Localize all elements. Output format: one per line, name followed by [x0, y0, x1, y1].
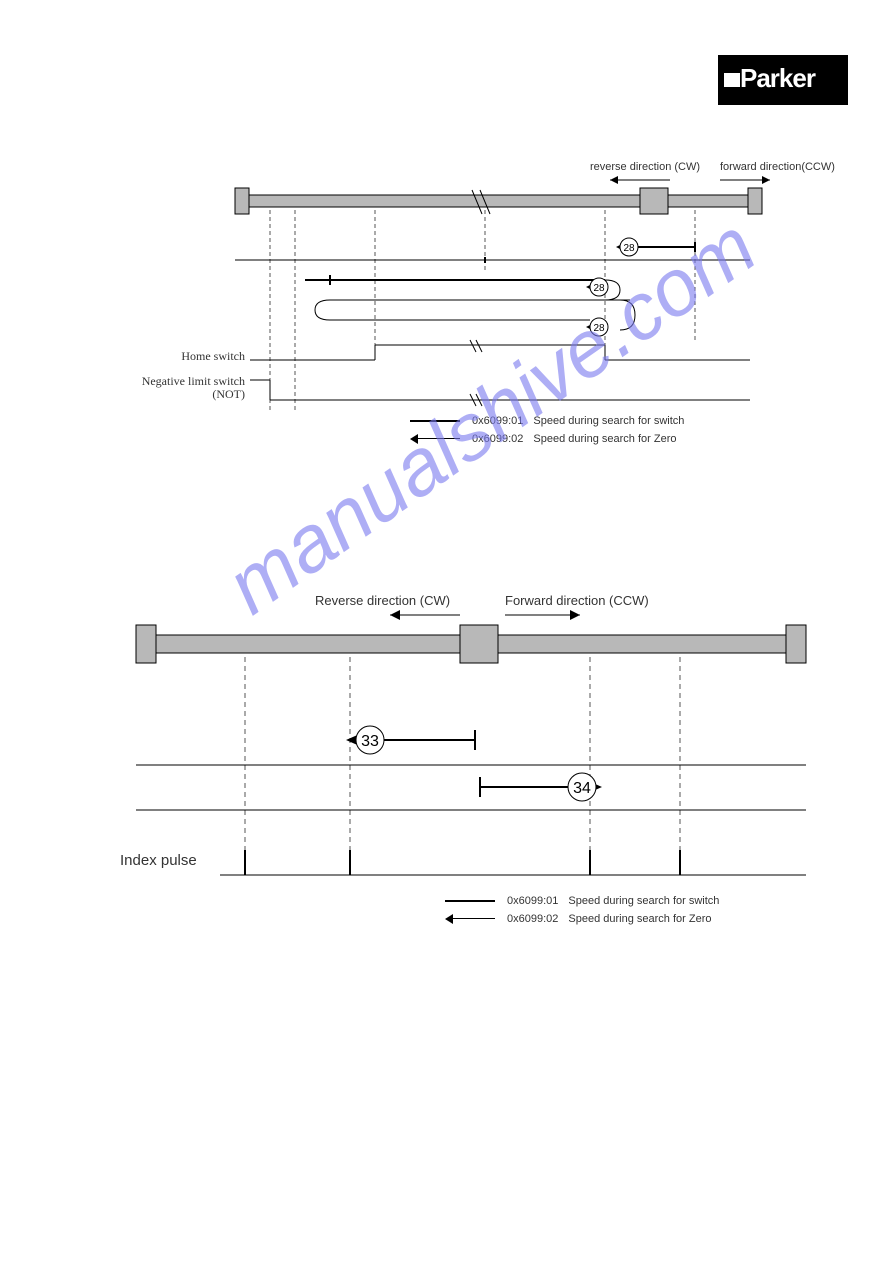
d1-legend-code-2: 0x6099:02 [472, 433, 523, 445]
logo-block: Parker [718, 55, 848, 105]
d1-badge-3-text: 28 [593, 323, 605, 334]
d1-reverse-label: reverse direction (CW) [590, 161, 700, 173]
diagram-homing-33-34: Reverse direction (CW) Forward direction… [90, 575, 830, 945]
d2-legend: 0x6099:01 Speed during search for switch… [445, 895, 719, 931]
d1-uturn-2b [315, 300, 330, 320]
d2-forward-arrow-head [570, 610, 580, 620]
logo-stripe [724, 73, 740, 87]
d1-stop-mid [640, 188, 668, 214]
d1-home-switch-label: Home switch [181, 349, 245, 363]
diagram2-svg: Reverse direction (CW) Forward direction… [90, 575, 830, 945]
d2-badge-34-text: 34 [573, 780, 591, 797]
d2-stop-left [136, 625, 156, 663]
d1-forward-arrow-head [762, 176, 770, 184]
logo-text: Parker [740, 63, 815, 94]
d2-stop-mid [460, 625, 498, 663]
d2-reverse-arrow-head [390, 610, 400, 620]
d1-reverse-arrow-head [610, 176, 618, 184]
d1-neg-label-2: (NOT) [212, 387, 245, 401]
bold-line-icon [410, 420, 460, 422]
thin-arrow-icon [445, 914, 495, 924]
d1-home-break1 [470, 340, 476, 352]
d1-stop-left [235, 188, 249, 214]
d2-legend-row-1: 0x6099:01 Speed during search for switch [445, 895, 719, 907]
d1-uturn-3 [620, 300, 635, 330]
bold-line-icon [445, 900, 495, 902]
d2-legend-desc-2: Speed during search for Zero [568, 913, 711, 925]
d1-legend-desc-2: Speed during search for Zero [533, 433, 676, 445]
d1-home-break2 [476, 340, 482, 352]
d2-badge-33-text: 33 [361, 733, 379, 750]
d1-legend-code-1: 0x6099:01 [472, 415, 523, 427]
d1-badge-2-text: 28 [593, 283, 605, 294]
thin-arrow-icon [410, 434, 460, 444]
d1-legend: 0x6099:01 Speed during search for switch… [410, 415, 684, 451]
d1-legend-row-1: 0x6099:01 Speed during search for switch [410, 415, 684, 427]
d2-legend-code-1: 0x6099:01 [507, 895, 558, 907]
diagram1-svg: reverse direction (CW) forward direction… [130, 140, 850, 460]
d1-badge-1-text: 28 [623, 243, 635, 254]
d2-forward-label: Forward direction (CCW) [505, 593, 649, 608]
d1-legend-row-2: 0x6099:02 Speed during search for Zero [410, 433, 684, 445]
diagram-homing-28: reverse direction (CW) forward direction… [130, 140, 850, 460]
d1-legend-desc-1: Speed during search for switch [533, 415, 684, 427]
d2-stop-right [786, 625, 806, 663]
d2-legend-desc-1: Speed during search for switch [568, 895, 719, 907]
d2-legend-row-2: 0x6099:02 Speed during search for Zero [445, 913, 719, 925]
d1-forward-label: forward direction(CCW) [720, 161, 835, 173]
d2-legend-code-2: 0x6099:02 [507, 913, 558, 925]
d1-stop-right [748, 188, 762, 214]
parker-logo: Parker [718, 55, 848, 105]
d2-index-pulse-label: Index pulse [120, 852, 197, 869]
d1-neg-label-1: Negative limit switch [142, 374, 245, 388]
d2-reverse-label: Reverse direction (CW) [315, 593, 450, 608]
d1-track [245, 195, 750, 207]
